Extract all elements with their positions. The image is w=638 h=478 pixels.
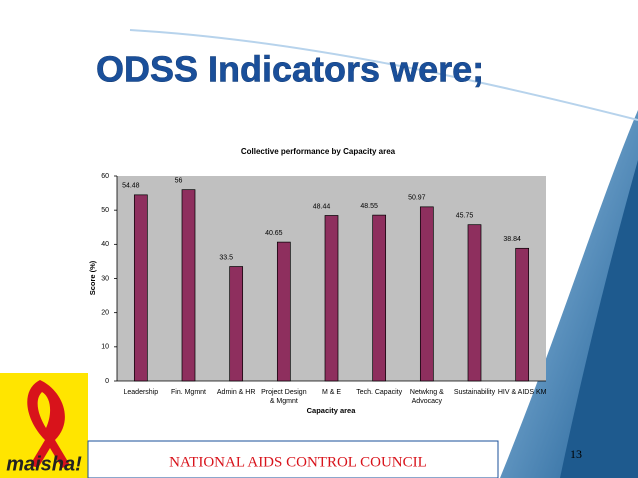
bar: [515, 247, 530, 382]
y-tick-label: 20: [101, 310, 109, 317]
x-axis-label: Capacity area: [307, 406, 357, 415]
data-label: 54.48: [122, 183, 140, 190]
data-label: 50.97: [408, 195, 426, 202]
data-label: 56: [175, 178, 183, 185]
x-tick-label: M & E: [321, 389, 342, 396]
y-tick-label: 0: [105, 378, 109, 385]
x-tick-label: Sustainability: [453, 389, 496, 396]
data-label: 38.84: [503, 236, 521, 243]
bar: [229, 266, 244, 382]
decor-swoosh: [560, 160, 638, 478]
x-tick-label: Project Design & Mgmnt: [261, 389, 307, 405]
data-label: 48.55: [360, 203, 378, 210]
bar: [419, 206, 434, 382]
y-tick-label: 10: [101, 344, 109, 351]
y-tick-label: 30: [101, 275, 109, 282]
logo-ribbon: [27, 380, 70, 468]
bar: [324, 215, 339, 382]
bar: [181, 189, 196, 382]
bar: [372, 214, 387, 382]
y-axis-label: Score (%): [88, 260, 97, 295]
page-number: 13: [570, 447, 582, 461]
data-label: 45.75: [456, 213, 474, 220]
x-tick-label: Tech. Capacity: [356, 389, 403, 396]
x-tick-label: Leadership: [123, 389, 159, 396]
x-tick-label: HIV & AIDS KM: [497, 389, 547, 396]
x-tick-label: Netwkng & Advocacy: [409, 389, 444, 405]
decor-line: [129, 29, 638, 121]
x-tick-label: Fin. Mgmnt: [170, 389, 206, 396]
data-label: 40.65: [265, 230, 283, 237]
chart-title: Collective performance by Capacity area: [241, 147, 396, 156]
y-tick-label: 60: [101, 173, 109, 180]
y-tick-label: 40: [101, 241, 109, 248]
bar: [467, 224, 482, 382]
bar: [276, 241, 291, 382]
bar: [133, 194, 148, 382]
footer-text: NATIONAL AIDS CONTROL COUNCIL: [169, 454, 427, 470]
logo-text: maisha!: [6, 453, 82, 475]
x-tick-label: Admin & HR: [216, 389, 256, 396]
y-tick-label: 50: [101, 207, 109, 214]
footer-box: [87, 440, 499, 478]
data-label: 48.44: [313, 203, 331, 210]
data-label: 33.5: [219, 254, 233, 261]
slide-title: ODSS Indicators were;: [96, 49, 484, 90]
